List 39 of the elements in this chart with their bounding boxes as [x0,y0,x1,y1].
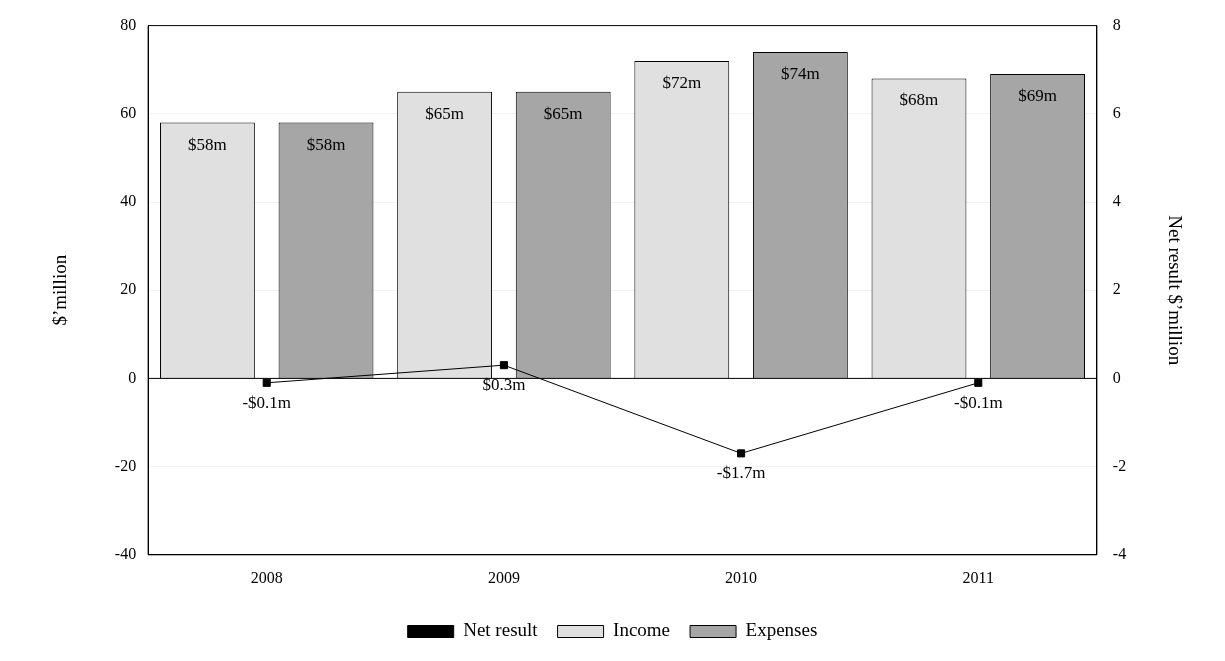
y-tick-label: 80 [120,15,137,33]
data-label: $58m [306,134,346,154]
y2-tick-label: -2 [1112,456,1127,474]
y-tick-label: 60 [120,104,137,121]
y-tick-label: -20 [114,456,137,474]
x-tick-label: 2009 [487,568,520,586]
point [737,449,746,458]
x-tick-label: 2010 [725,568,758,586]
y2-tick-label: 6 [1112,104,1121,121]
point [974,378,983,387]
data-label: $65m [543,103,583,123]
x-tick-label: 2011 [962,568,994,586]
data-label: $69m [1018,86,1057,106]
data-label: -$0.1m [953,392,1003,412]
y-tick-label: 20 [120,280,137,298]
data-label: $68m [899,90,939,110]
legend-label: Expenses [745,619,818,641]
data-label: $58m [188,134,227,154]
y2-tick-label: -4 [1112,545,1127,562]
y2-axis-title: Net result $’million [1164,215,1186,366]
data-label: $74m [781,64,820,84]
y-tick-label: 0 [128,368,137,386]
data-label: -$1.7m [716,463,766,483]
data-label: $0.3m [482,375,526,395]
x-tick-label: 2008 [250,568,283,586]
y-axis-title: $’million [49,254,71,326]
data-label: $65m [425,103,464,123]
y2-tick-label: 2 [1112,280,1121,298]
data-label: $72m [662,72,702,92]
point [262,378,271,387]
y2-tick-label: 8 [1112,15,1121,33]
point [499,361,508,370]
legend-label: Net result [463,619,539,641]
y2-tick-label: 4 [1112,192,1121,210]
data-label: -$0.1m [242,392,292,412]
y2-tick-label: 0 [1112,368,1121,386]
legend-label: Income [613,619,671,641]
y-tick-label: 40 [120,192,137,210]
y-tick-label: -40 [114,545,137,562]
